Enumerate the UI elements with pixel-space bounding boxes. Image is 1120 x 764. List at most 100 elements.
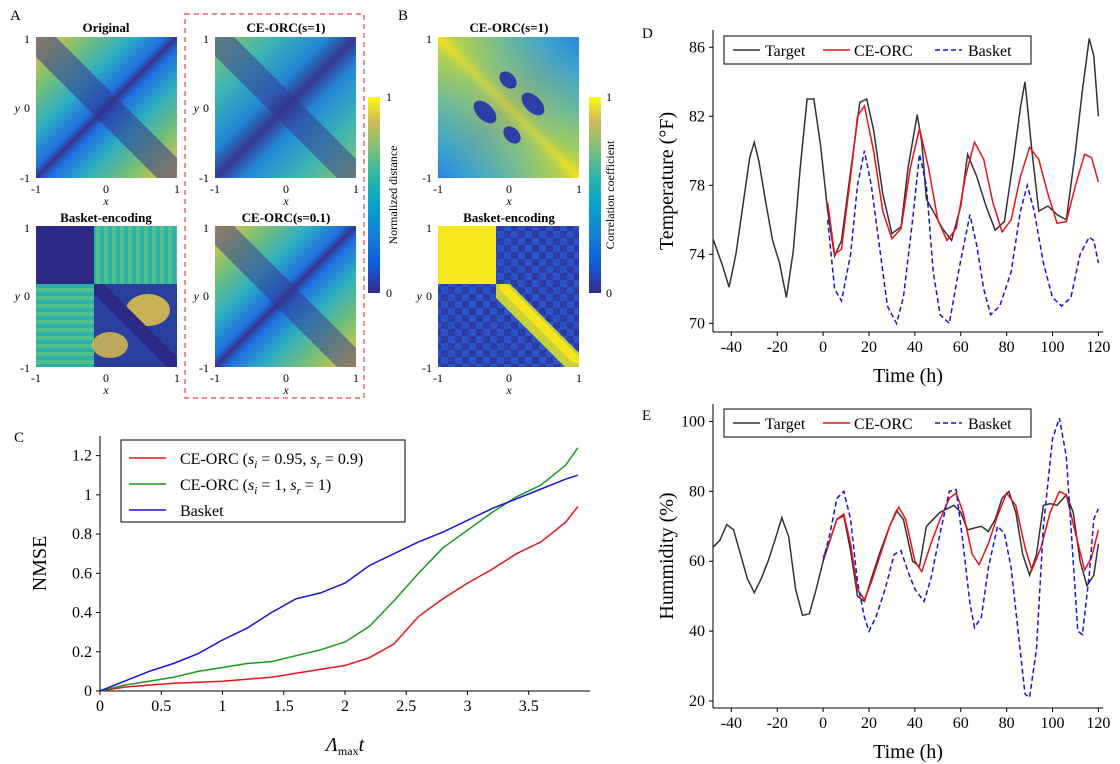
colorbar-gradient-a [368, 97, 380, 293]
colorbar-a-top: 1 [386, 90, 392, 104]
tick-y-zero-ceorc-s1: 0 [203, 101, 209, 115]
x-tick-label: 0 [819, 339, 827, 356]
x-axis-label: Time (h) [873, 365, 943, 387]
tick-x-left-b1: -1 [433, 182, 443, 196]
series-line-1 [822, 490, 1100, 602]
heatmap-blob1-b [473, 100, 497, 124]
tick-y-bottom-ceorc-s01: -1 [199, 361, 209, 375]
heatmap-blob2-b [521, 92, 545, 116]
legend-box [120, 439, 406, 523]
ylabel-basket-a: y [14, 289, 21, 303]
xlabel-b1: x [505, 194, 512, 208]
tick-x-right-b1: 1 [576, 182, 582, 196]
y-tick-label: 74 [689, 246, 705, 263]
colorbar-gradient-b [589, 97, 601, 293]
colorbar-b-top: 1 [606, 90, 612, 104]
series-line-2 [99, 474, 579, 692]
tick-y-zero-original: 0 [24, 101, 30, 115]
x-tick-label: 60 [953, 339, 969, 356]
y-tick-label: 40 [689, 623, 705, 640]
legend-box [723, 35, 1032, 65]
heatmap-block-basket-a [36, 226, 94, 284]
x-axis-label: Λmaxt [324, 734, 365, 758]
tick-y-top-ceorc-s1: 1 [203, 32, 209, 46]
heatmap-basket-a: Basket-encoding [36, 210, 177, 367]
legend-label-2: Basket [968, 43, 1012, 60]
x-tick-label: 2.5 [396, 698, 416, 715]
tick-y-bottom-b2: -1 [422, 361, 432, 375]
xlabel-original: x [102, 194, 109, 208]
tick-x-left-basket-a: -1 [31, 371, 41, 385]
x-tick-label: 1 [219, 698, 227, 715]
x-tick-label: -20 [767, 715, 788, 732]
y-tick-label: 0 [84, 683, 92, 700]
y-axis-label: Hummidity (%) [656, 492, 678, 619]
tick-x-zero-basket-a: 0 [103, 371, 109, 385]
tick-x-zero-b2: 0 [506, 371, 512, 385]
heatmap-blob2-basket-a [92, 332, 128, 358]
tick-y-bottom-original: -1 [20, 171, 30, 185]
x-tick-label: 40 [907, 715, 923, 732]
tick-x-left-original: -1 [31, 182, 41, 196]
y-tick-label: 1.2 [72, 448, 92, 465]
x-axis-label: Time (h) [873, 741, 943, 763]
y-tick-label: 86 [689, 39, 705, 56]
x-tick-label: 80 [999, 339, 1015, 356]
tick-x-right-ceorc-s1: 1 [353, 182, 359, 196]
legend-chartD: Target CE-ORC Basket [723, 35, 1032, 65]
panel-letter-e: E [642, 408, 651, 424]
y-tick-label: 60 [689, 553, 705, 570]
colorbar-label-a: Normalized distance [386, 146, 400, 245]
ylabel-ceorc-s1: y [193, 101, 200, 115]
series-line-1 [826, 103, 1100, 256]
xlabel-b2: x [505, 383, 512, 397]
x-tick-label: 40 [907, 339, 923, 356]
tick-y-bottom-b1: -1 [422, 171, 432, 185]
y-tick-label: 82 [689, 108, 705, 125]
heatmap-stripes-top-basket-a [94, 226, 177, 284]
heatmap-title-original: Original [83, 20, 130, 35]
panel-letter-a: A [10, 8, 21, 24]
tick-y-top-original: 1 [24, 32, 30, 46]
tick-x-left-ceorc-s01: -1 [210, 371, 220, 385]
series-line-0 [712, 489, 1100, 617]
x-tick-label: 2 [341, 698, 349, 715]
xlabel-basket-a: x [102, 383, 109, 397]
y-tick-label: 78 [689, 177, 705, 194]
y-tick-label: 70 [689, 315, 705, 332]
heatmap-diagonal-ceorc-s01 [215, 226, 356, 367]
x-tick-label: 1.5 [274, 698, 294, 715]
y-tick-label: 20 [689, 693, 705, 710]
ylabel-original: y [14, 101, 21, 115]
heatmap-ceorc-s01: CE-ORC(s=0.1) [215, 210, 356, 367]
heatmap-diagonal-original [36, 37, 177, 178]
y-axis-label: NMSE [29, 536, 51, 592]
heatmap-diagonal-basket-a [94, 284, 177, 367]
y-tick-label: 0.4 [72, 605, 92, 622]
tick-x-right-basket-a: 1 [174, 371, 180, 385]
x-tick-label: -20 [767, 339, 788, 356]
heatmap-original: Original [36, 20, 177, 178]
xlabel-ceorc-s1: x [282, 194, 289, 208]
heatmap-title-ceorc-s01: CE-ORC(s=0.1) [242, 210, 331, 225]
x-tick-label: 3.5 [519, 698, 539, 715]
colorbar-b: 1 0 Correlation coefficient [589, 90, 617, 300]
tick-y-bottom-basket-a: -1 [20, 361, 30, 375]
heatmap-yellow-block-b [438, 226, 496, 284]
chart-temperature: -40 -20 0 20 40 60 80 100 120 70 74 78 82 86 Time (h) T… [656, 30, 1110, 387]
legend-c: CE-ORC (si = 0.95, sr = 0.9) CE-ORC (si =… [120, 439, 406, 523]
highlight-box [184, 13, 365, 399]
tick-y-top-b2: 1 [426, 221, 432, 235]
colorbar-a-bottom: 0 [386, 286, 392, 300]
heatmap-basket-b: Basket-encoding [438, 210, 579, 367]
y-tick-label: 0.8 [72, 526, 92, 543]
y-tick-label: 80 [689, 483, 705, 500]
legend-label-0: CE-ORC (si = 0.95, sr = 0.9) [180, 451, 363, 471]
tick-x-right-b2: 1 [576, 371, 582, 385]
ylabel-b2: y [416, 289, 423, 303]
panel-letter-c: C [14, 430, 24, 446]
heatmap-ceorc-s1-b: CE-ORC(s=1) [438, 20, 579, 178]
x-tick-label: 20 [861, 339, 877, 356]
legend-label-1: CE-ORC [854, 43, 913, 60]
